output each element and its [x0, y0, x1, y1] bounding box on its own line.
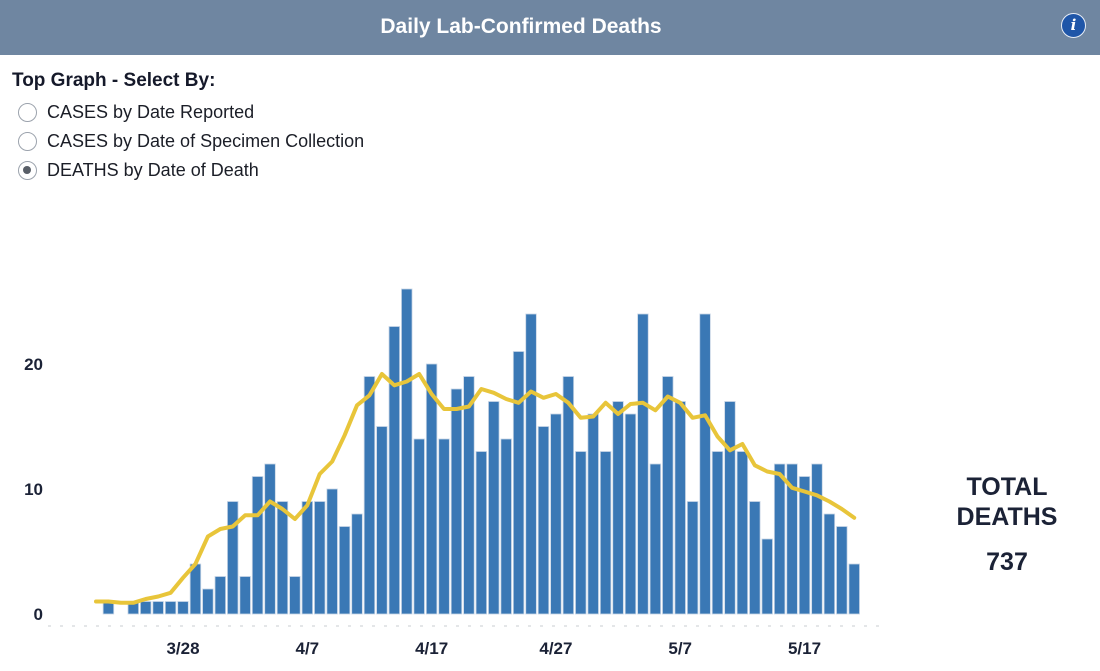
average-series [94, 372, 857, 605]
bar[interactable] [177, 601, 189, 615]
radio-button-selected[interactable] [18, 161, 37, 180]
bar[interactable] [338, 526, 351, 615]
x-tick-label: 5/17 [788, 639, 821, 658]
radio-label: CASES by Date Reported [47, 102, 255, 122]
x-tick-label: 4/17 [415, 639, 448, 658]
bar[interactable] [425, 363, 438, 615]
bar[interactable] [388, 326, 401, 615]
bar[interactable] [724, 401, 736, 615]
bar[interactable] [736, 451, 749, 615]
bar[interactable] [488, 401, 500, 615]
bar[interactable] [376, 426, 388, 615]
bar[interactable] [227, 501, 239, 615]
bar[interactable] [773, 463, 786, 615]
bar[interactable] [152, 601, 164, 615]
bar[interactable] [413, 438, 425, 615]
bar[interactable] [848, 563, 860, 615]
x-tick-label: 4/27 [539, 639, 572, 658]
bar[interactable] [761, 538, 773, 615]
x-axis: 3/28 4/7 4/17 4/27 5/7 5/17 [48, 625, 886, 658]
graph-selector: Top Graph - Select By: CASES by Date Rep… [12, 70, 364, 185]
total-label-line2: DEATHS [956, 503, 1058, 531]
bar[interactable] [686, 501, 699, 615]
total-deaths-panel: TOTAL DEATHS 737 [938, 472, 1076, 577]
bar[interactable] [438, 438, 450, 615]
bar[interactable] [500, 438, 512, 615]
bar[interactable] [587, 413, 599, 615]
bar[interactable] [189, 563, 202, 615]
radio-label: CASES by Date of Specimen Collection [47, 131, 365, 151]
bar[interactable] [264, 463, 276, 615]
x-tick-label: 4/7 [295, 639, 319, 658]
selector-heading: Top Graph - Select By: [12, 70, 216, 91]
radio-cases-date-reported[interactable]: CASES by Date Reported [18, 98, 364, 127]
bar[interactable] [823, 513, 836, 615]
y-tick-label: 0 [34, 605, 43, 624]
y-tick-label: 10 [24, 480, 43, 499]
bar[interactable] [214, 576, 227, 615]
bar[interactable] [525, 313, 537, 615]
bar[interactable] [363, 376, 376, 615]
radio-cases-specimen-collection[interactable]: CASES by Date of Specimen Collection [18, 127, 364, 156]
y-tick-label: 20 [24, 355, 43, 374]
radio-deaths-date-of-death[interactable]: DEATHS by Date of Death [18, 156, 364, 185]
bar[interactable] [624, 413, 637, 615]
bar[interactable] [749, 501, 761, 615]
radio-button[interactable] [18, 103, 37, 122]
bar[interactable] [562, 376, 575, 615]
bar[interactable] [537, 426, 550, 615]
bar[interactable] [512, 351, 525, 615]
bar[interactable] [475, 451, 488, 615]
bar[interactable] [550, 413, 562, 615]
bar[interactable] [450, 388, 463, 615]
total-deaths-value: 737 [986, 548, 1028, 576]
bar[interactable] [798, 476, 811, 615]
bar[interactable] [649, 463, 662, 615]
bar[interactable] [301, 501, 314, 615]
bar[interactable] [662, 376, 674, 615]
bar[interactable] [276, 501, 289, 615]
bar[interactable] [836, 526, 848, 615]
bar[interactable] [164, 601, 177, 615]
header-bar: Daily Lab-Confirmed Deaths i [0, 0, 1100, 55]
y-axis: 0 10 20 [24, 355, 43, 624]
bar[interactable] [786, 463, 798, 615]
average-line [94, 372, 857, 605]
radio-button[interactable] [18, 132, 37, 151]
bar[interactable] [401, 288, 413, 615]
bar[interactable] [239, 576, 251, 615]
bar[interactable] [326, 488, 338, 615]
bar[interactable] [711, 451, 724, 615]
bar[interactable] [699, 313, 711, 615]
bar[interactable] [314, 501, 326, 615]
bar[interactable] [140, 601, 152, 615]
bar[interactable] [612, 401, 624, 615]
bar[interactable] [575, 451, 587, 615]
info-icon[interactable]: i [1061, 13, 1086, 38]
bar[interactable] [351, 513, 363, 615]
bar-series [102, 288, 860, 615]
bar[interactable] [674, 401, 686, 615]
bar[interactable] [599, 451, 612, 615]
bar[interactable] [202, 588, 214, 615]
x-tick-label: 3/28 [166, 639, 199, 658]
radio-label: DEATHS by Date of Death [47, 160, 259, 180]
bar[interactable] [811, 463, 823, 615]
bar[interactable] [463, 376, 475, 615]
deaths-chart: 0 10 20 3/28 4/7 4/17 4/27 5/7 5/17 [24, 288, 886, 658]
bar[interactable] [637, 313, 649, 615]
page-title: Daily Lab-Confirmed Deaths [380, 15, 662, 38]
bar[interactable] [289, 576, 301, 615]
total-label-line1: TOTAL [966, 473, 1048, 501]
bar[interactable] [251, 476, 264, 615]
x-tick-label: 5/7 [668, 639, 692, 658]
